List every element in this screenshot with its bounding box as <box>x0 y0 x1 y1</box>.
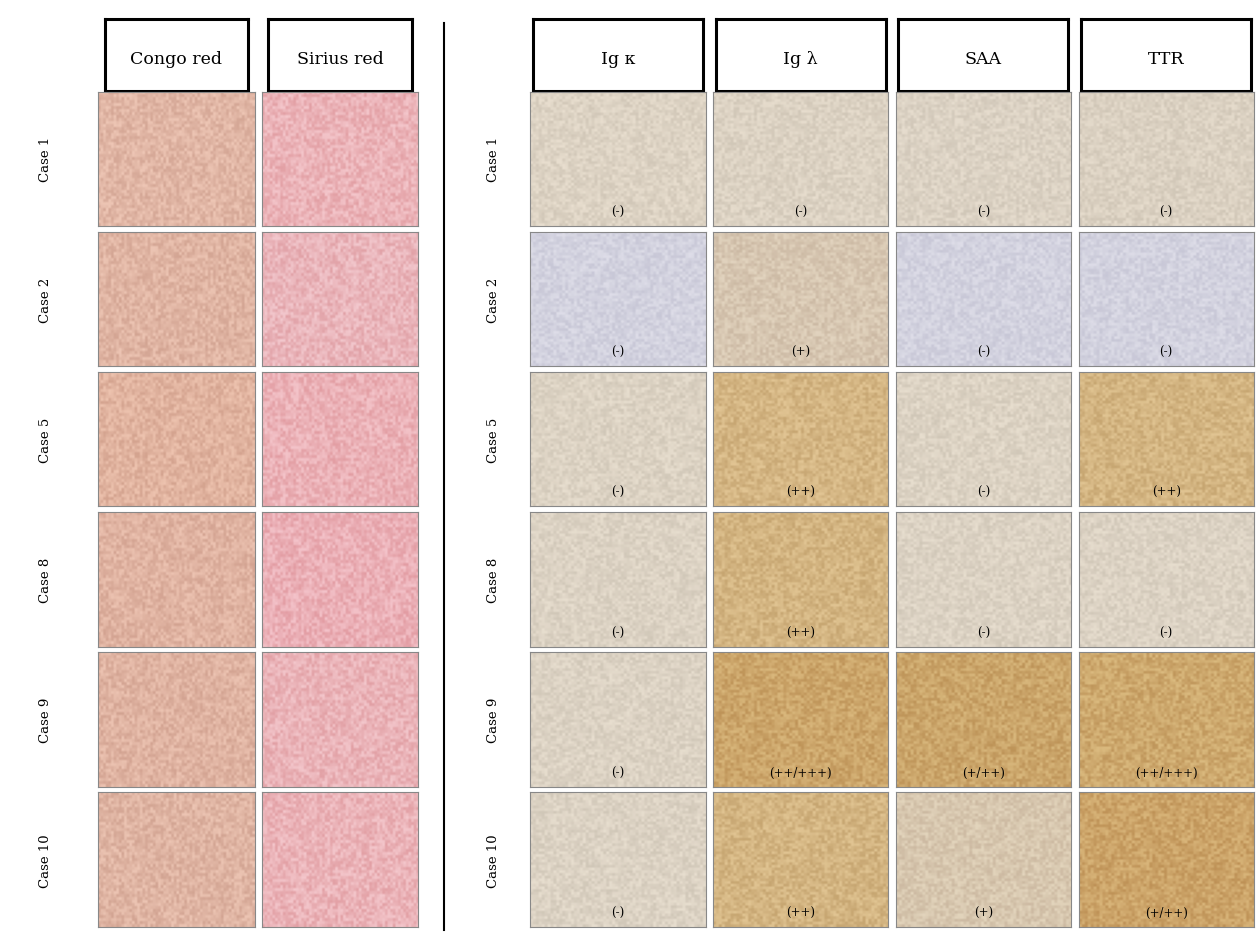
Text: Congo red: Congo red <box>130 51 223 68</box>
Text: (+/++): (+/++) <box>1144 906 1188 919</box>
Text: (+): (+) <box>791 346 810 359</box>
Text: (+/++): (+/++) <box>961 766 1005 779</box>
Text: Sirius red: Sirius red <box>297 51 383 68</box>
Text: Case 5: Case 5 <box>488 417 500 463</box>
Text: (++): (++) <box>786 626 815 639</box>
Text: TTR: TTR <box>1148 51 1184 68</box>
Text: (++/+++): (++/+++) <box>1135 766 1197 779</box>
Text: Case 5: Case 5 <box>39 417 52 463</box>
Text: (-): (-) <box>976 206 990 219</box>
Text: Case 8: Case 8 <box>39 557 52 602</box>
Text: Case 1: Case 1 <box>488 137 500 182</box>
Text: (++): (++) <box>1152 486 1181 498</box>
Text: Case 9: Case 9 <box>488 697 500 743</box>
Text: Case 2: Case 2 <box>488 278 500 322</box>
Text: (-): (-) <box>794 206 808 219</box>
Text: Ig λ: Ig λ <box>784 51 818 68</box>
Text: (-): (-) <box>611 486 625 498</box>
Text: (-): (-) <box>611 626 625 639</box>
Text: Case 8: Case 8 <box>488 557 500 602</box>
Text: (++): (++) <box>786 486 815 498</box>
Text: (-): (-) <box>611 206 625 219</box>
Text: (-): (-) <box>611 346 625 359</box>
Text: Case 1: Case 1 <box>39 137 52 182</box>
Text: (++/+++): (++/+++) <box>770 766 832 779</box>
Text: Case 10: Case 10 <box>39 833 52 886</box>
Text: SAA: SAA <box>965 51 1002 68</box>
Text: (-): (-) <box>1159 626 1173 639</box>
Text: (-): (-) <box>611 906 625 919</box>
Text: (-): (-) <box>976 486 990 498</box>
Text: (++): (++) <box>786 906 815 919</box>
Text: Case 10: Case 10 <box>488 833 500 886</box>
Text: (+): (+) <box>974 906 993 919</box>
Text: (-): (-) <box>976 346 990 359</box>
Text: Case 2: Case 2 <box>39 278 52 322</box>
Text: Ig κ: Ig κ <box>601 51 635 68</box>
Text: (-): (-) <box>1159 206 1173 219</box>
Text: (-): (-) <box>611 766 625 779</box>
Text: (-): (-) <box>1159 346 1173 359</box>
Text: Case 9: Case 9 <box>39 697 52 743</box>
Text: (-): (-) <box>976 626 990 639</box>
